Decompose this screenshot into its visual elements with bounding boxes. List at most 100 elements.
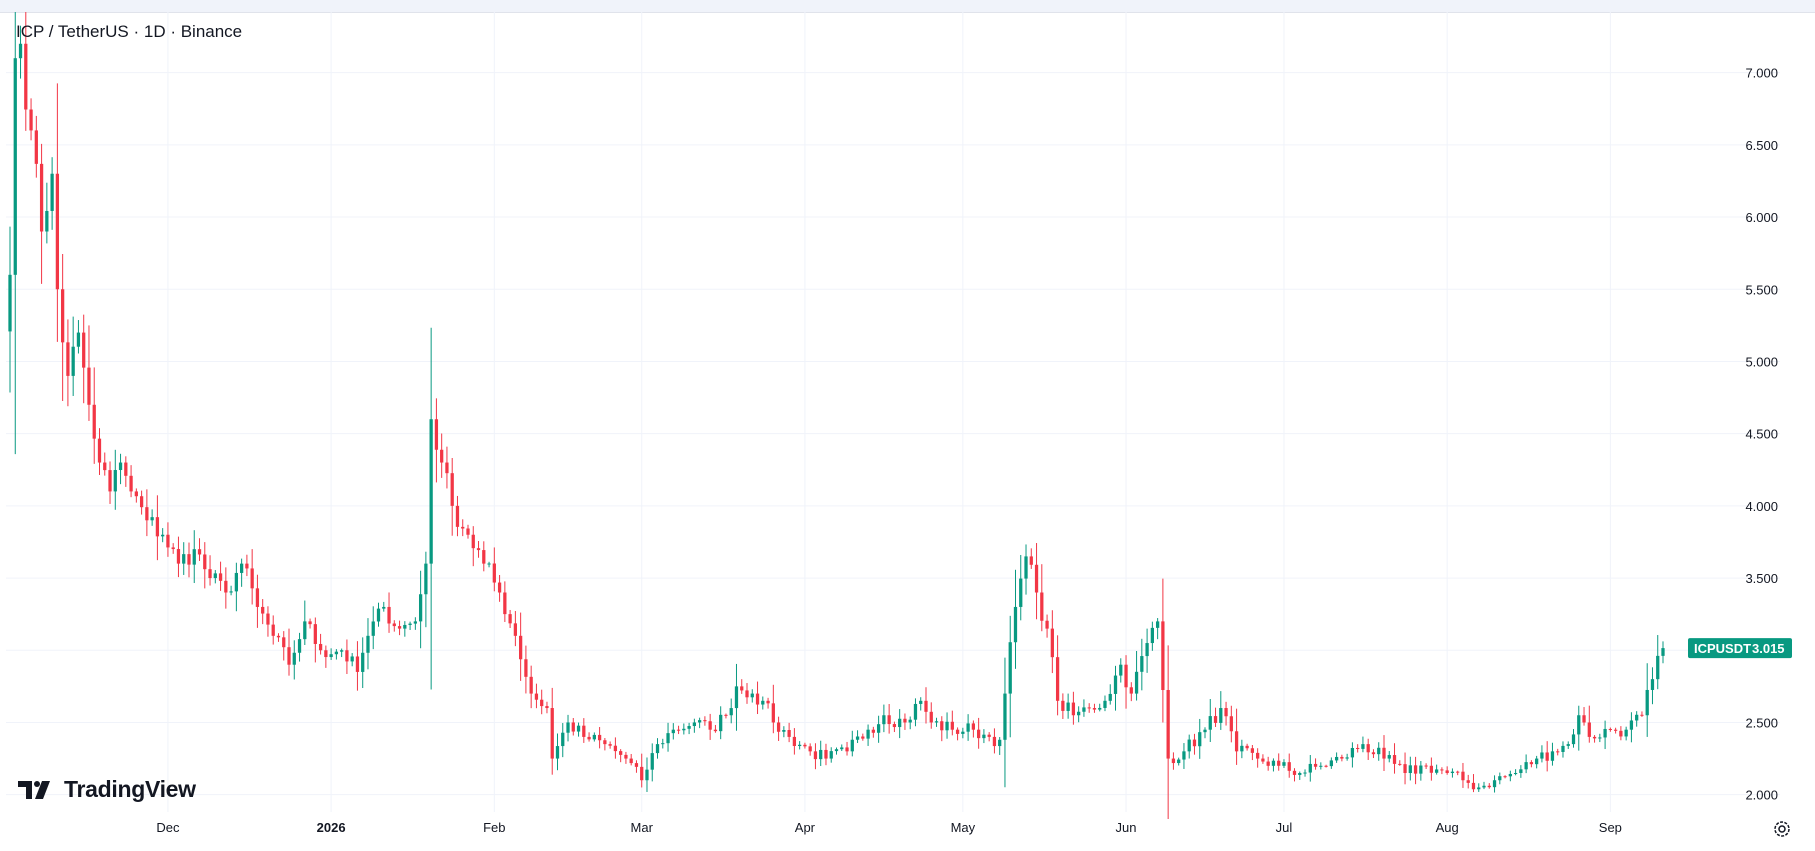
candle (129, 465, 133, 498)
candle (861, 733, 865, 741)
symbol-title[interactable]: ICP / TetherUS · 1D · Binance (16, 22, 243, 41)
candle (813, 743, 818, 770)
candle (934, 717, 939, 727)
candle (898, 709, 902, 739)
candle (134, 488, 138, 503)
candle (266, 606, 270, 637)
candle (676, 725, 681, 735)
candle (1229, 705, 1233, 743)
candle (519, 612, 523, 681)
candle (1350, 742, 1355, 768)
candle (524, 645, 528, 694)
candle (271, 615, 275, 645)
candle (540, 689, 544, 715)
price-tag-symbol: ICPUSDT (1694, 641, 1751, 656)
candle (1419, 761, 1423, 781)
candle (908, 716, 912, 730)
candle (61, 253, 65, 401)
candle (1129, 682, 1133, 702)
candle (550, 687, 554, 775)
candle (424, 551, 428, 628)
candle (108, 461, 112, 504)
candle (382, 601, 386, 612)
price-tick-label: 4.000 (1745, 499, 1778, 514)
candle (118, 453, 123, 485)
candle (971, 720, 976, 738)
price-tick-label: 2.500 (1745, 715, 1778, 730)
price-tick-label: 6.000 (1745, 210, 1778, 225)
price-chart[interactable]: 7.000 6.500 6.000 5.500 5.000 4.500 4.000 3.500… (0, 12, 1815, 851)
candle (1556, 748, 1560, 756)
candle (592, 732, 596, 742)
candle (366, 618, 370, 670)
candle (203, 542, 207, 589)
candle (224, 567, 228, 609)
candle (340, 648, 344, 658)
price-tick-label: 7.000 (1745, 66, 1778, 81)
candle (913, 698, 918, 727)
candle (1377, 742, 1381, 761)
candle (608, 741, 612, 749)
candle (166, 522, 170, 557)
candle (1187, 734, 1191, 759)
candle (1013, 569, 1018, 669)
candle (1413, 756, 1418, 785)
candle (1450, 768, 1455, 778)
candle (1092, 703, 1097, 713)
candle (1329, 757, 1333, 769)
candle (1003, 657, 1007, 788)
candle (892, 721, 897, 733)
candle (1261, 754, 1265, 764)
candle (171, 543, 175, 554)
time-axis[interactable]: Dec 2026 Feb Mar Apr May Jun Jul Aug Sep (156, 820, 1622, 835)
candle (1077, 706, 1081, 723)
candle (1340, 754, 1344, 762)
candle (1429, 757, 1434, 781)
candle (1508, 770, 1512, 782)
candle (1456, 770, 1460, 776)
candle (292, 640, 296, 680)
candle (1598, 733, 1602, 743)
time-tick-label: May (951, 820, 976, 835)
chart-grid (6, 12, 1780, 812)
candle (829, 747, 833, 763)
candle (418, 570, 423, 649)
candle (961, 727, 965, 739)
candle (945, 712, 949, 739)
candle (929, 702, 933, 729)
time-tick-label: Jun (1116, 820, 1137, 835)
candle (1055, 635, 1060, 716)
candle (1371, 749, 1376, 759)
candle (787, 722, 791, 743)
settings-icon[interactable] (1771, 818, 1793, 840)
candle (1108, 684, 1112, 705)
tradingview-logo[interactable]: TradingView (18, 776, 196, 803)
price-axis[interactable]: 7.000 6.500 6.000 5.500 5.000 4.500 4.000 3.500… (1745, 66, 1778, 803)
candle (845, 741, 849, 756)
candle (1403, 752, 1407, 785)
candle (1566, 741, 1570, 749)
candle (471, 526, 475, 567)
candle (1366, 738, 1370, 760)
tradingview-logo-text: TradingView (64, 776, 196, 802)
candle (282, 631, 286, 661)
candle (497, 574, 502, 602)
candle (1492, 775, 1497, 793)
candle (545, 701, 549, 714)
candle (1219, 691, 1223, 730)
candle (1166, 645, 1170, 820)
candle (998, 737, 1002, 755)
candle (124, 456, 128, 487)
candle (1587, 705, 1591, 743)
candle (324, 645, 328, 668)
candle (234, 562, 238, 612)
candle (1498, 772, 1502, 785)
candle (1582, 707, 1586, 726)
candle (508, 609, 512, 629)
candle (1103, 695, 1107, 712)
candle (334, 649, 339, 660)
candle (429, 327, 433, 690)
candle (455, 495, 460, 537)
candle (1324, 764, 1328, 768)
candle (1024, 544, 1028, 595)
